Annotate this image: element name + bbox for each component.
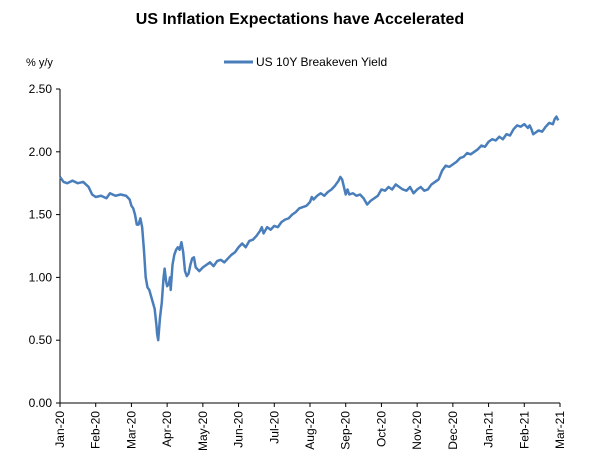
x-tick-label: Mar-21 [553,411,567,449]
y-tick-label: 1.50 [29,208,53,222]
series-line-us-10y-breakeven [58,115,560,342]
x-tick-label: Aug-20 [303,411,317,450]
x-tick-label: Jan-20 [53,411,67,448]
y-tick-label: 1.00 [29,270,53,284]
x-tick-label: Jan-21 [482,411,496,448]
legend-label: US 10Y Breakeven Yield [256,55,387,69]
series-layer [58,115,560,342]
x-tick-label: Oct-20 [374,411,388,447]
y-axis-unit-label: % y/y [26,57,53,69]
x-tick-label: Apr-20 [160,411,174,447]
axes [59,89,560,404]
x-axis-ticks: Jan-20 Feb-20 Mar-20 Apr-20 May-20 Jun-20 Jul-… [53,403,567,451]
legend: US 10Y Breakeven Yield [224,55,387,69]
x-tick-label: Jun-20 [232,411,246,448]
x-tick-label: Sep-20 [339,411,353,450]
y-tick-label: 2.00 [29,145,53,159]
x-tick-label: Jul-20 [267,411,281,444]
y-axis-ticks: 0.00 0.50 1.00 1.50 2.00 2.50 [29,82,60,410]
y-tick-label: 2.50 [29,82,53,96]
y-tick-label: 0.50 [29,333,53,347]
x-tick-label: Dec-20 [446,411,460,450]
y-tick-label: 0.00 [29,396,53,410]
x-tick-label: Mar-20 [124,411,138,449]
x-tick-label: Feb-21 [517,411,531,449]
x-tick-label: Feb-20 [89,411,103,449]
chart-title: US Inflation Expectations have Accelerat… [136,11,464,28]
x-tick-label: Nov-20 [410,411,424,450]
x-tick-label: May-20 [196,411,210,451]
